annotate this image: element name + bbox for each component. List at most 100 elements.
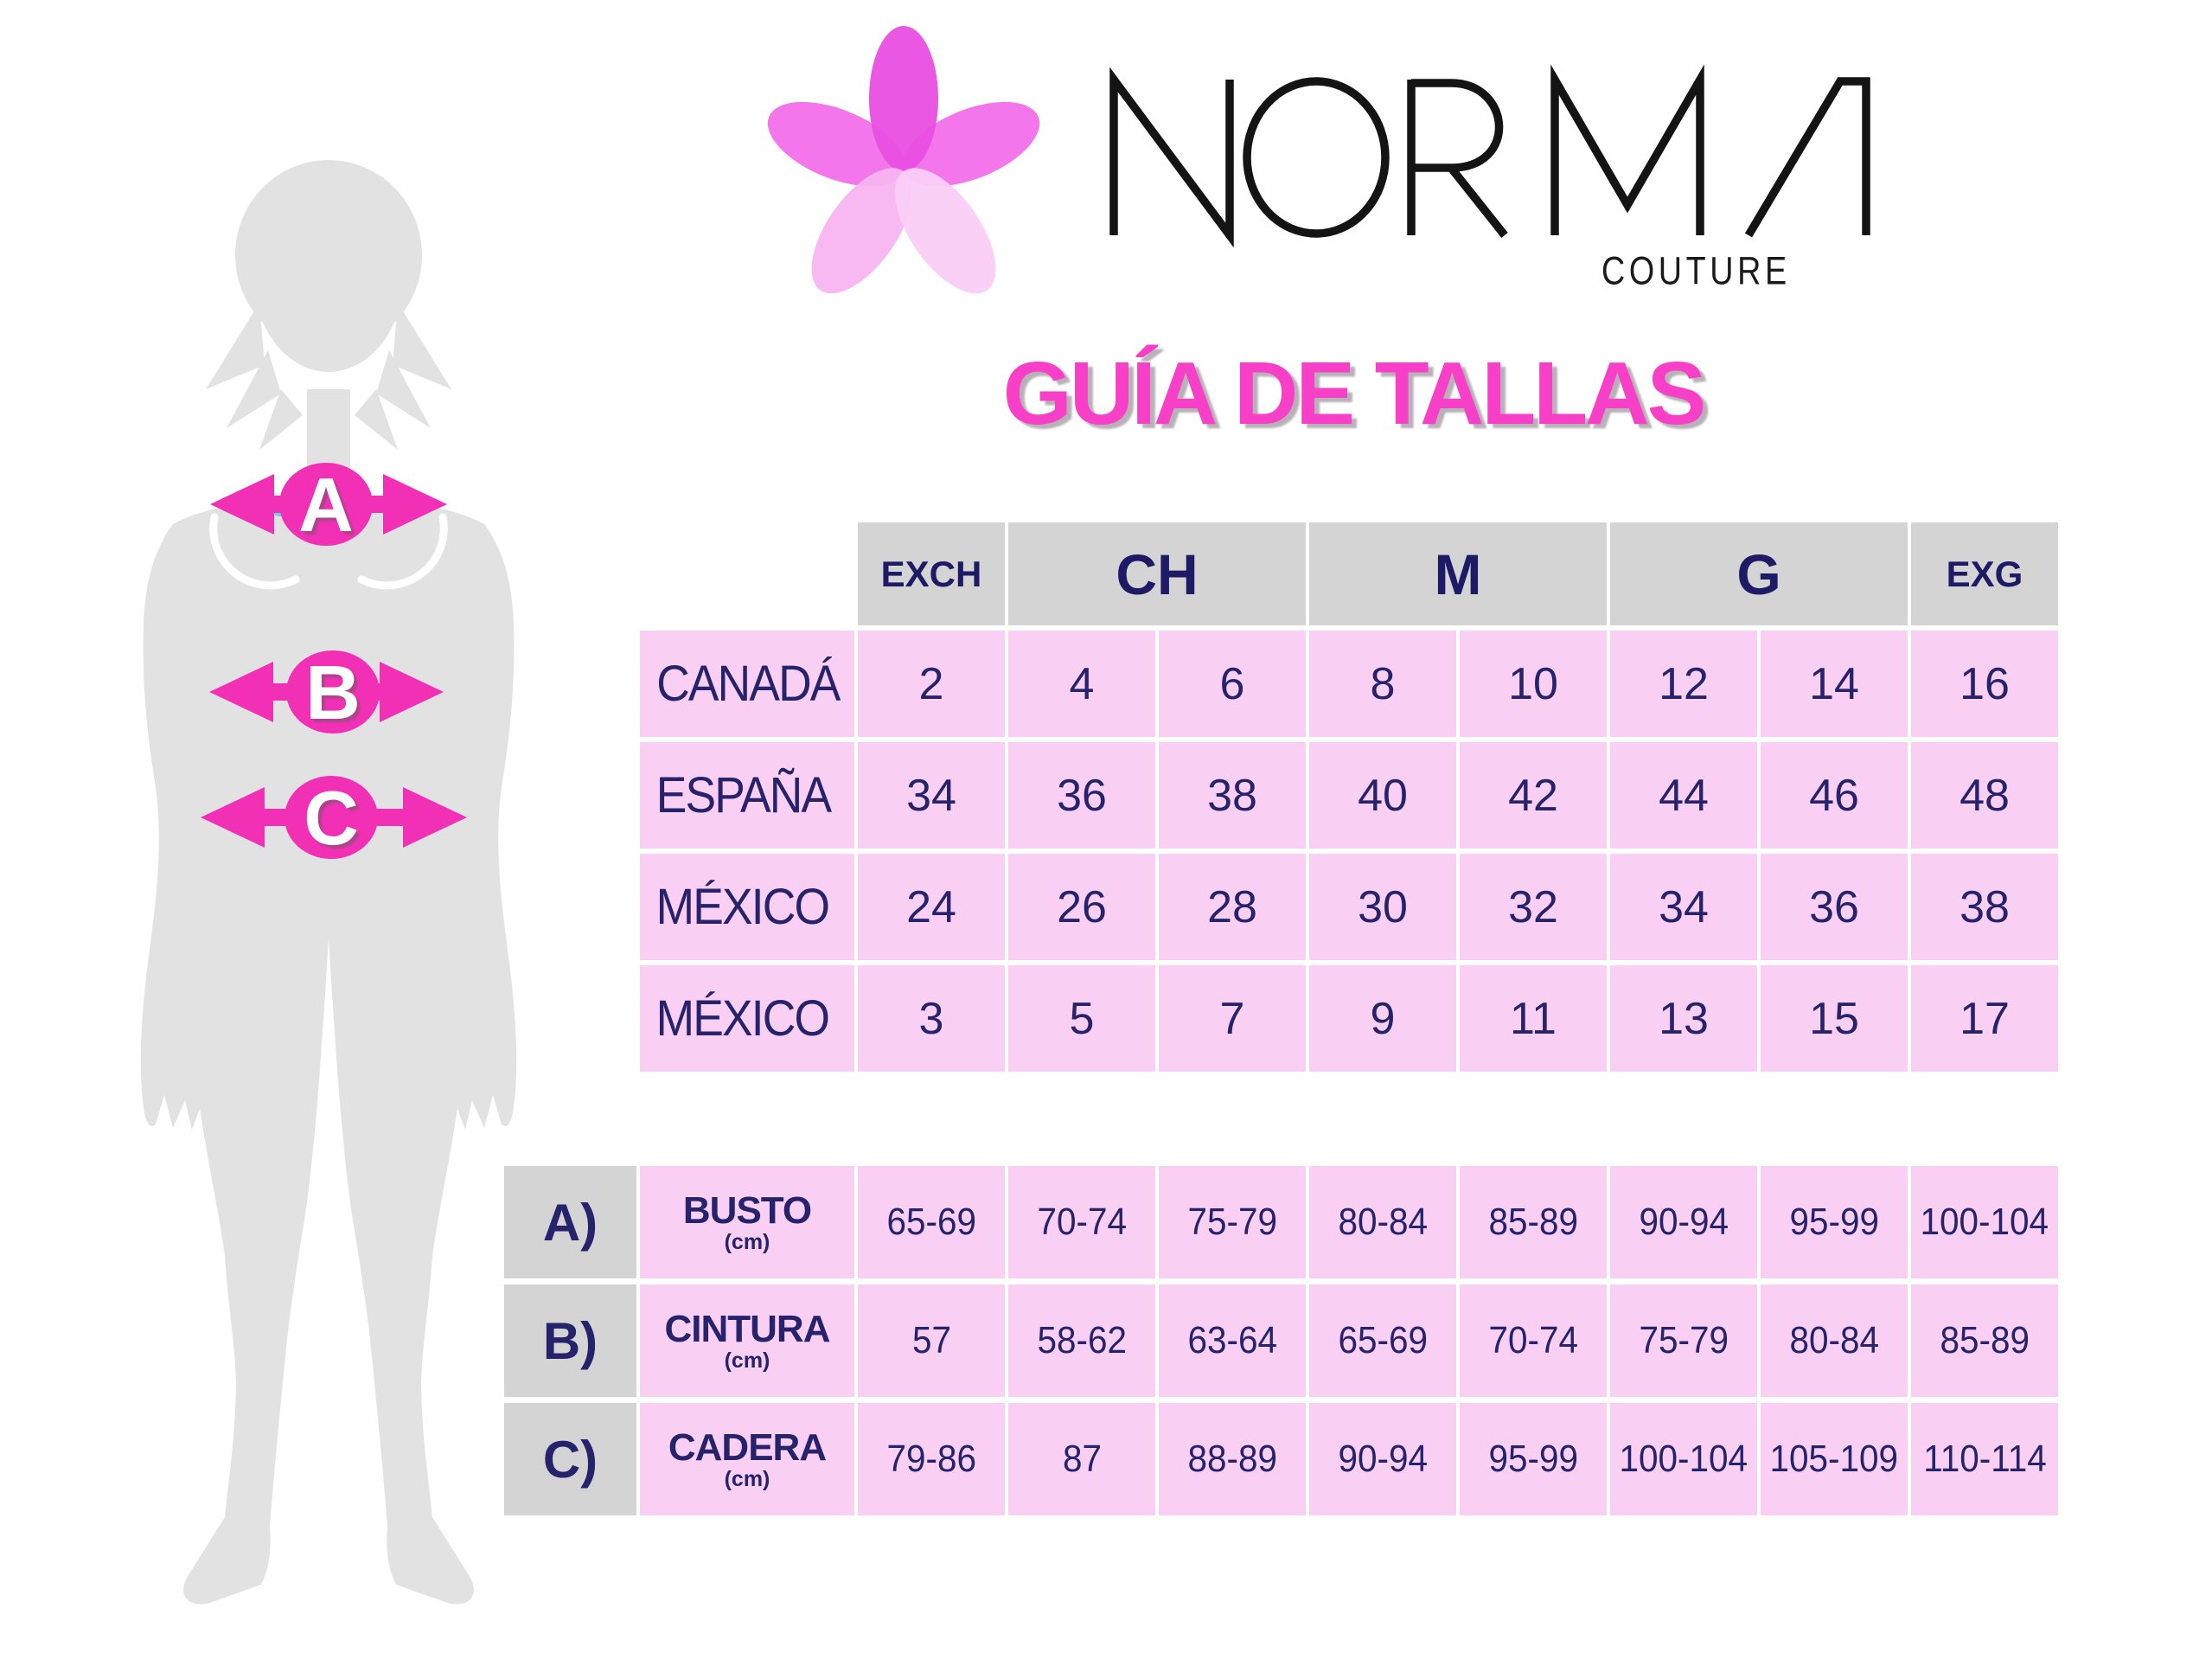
size-cell: 26 [1008,854,1155,960]
bust-contour-lines [209,513,448,590]
measure-value: 58-62 [1037,1319,1127,1361]
size-cell: 38 [1911,854,2058,960]
measure-cell: 90-94 [1610,1166,1757,1278]
size-cell: 12 [1610,631,1757,737]
measure-cell: 95-99 [1761,1166,1908,1278]
measure-value: 63-64 [1187,1319,1277,1361]
measure-cell: 95-99 [1460,1403,1607,1515]
measure-name: CINTURA [664,1307,831,1350]
measure-cell: 75-79 [1159,1166,1306,1278]
measure-value: 88-89 [1187,1438,1277,1480]
measure-cell: 58-62 [1008,1284,1155,1397]
measure-letter-cell: B) [504,1284,636,1397]
measure-badge-b [286,650,380,733]
measure-cell: 65-69 [858,1166,1005,1278]
row-label-text: MÉXICO [655,879,830,935]
size-cell: 16 [1911,631,2058,737]
measure-value: 110-114 [1922,1438,2047,1480]
size-cell: 44 [1610,742,1757,849]
row-label-text: MÉXICO [655,990,830,1047]
measure-name: CADERA [668,1425,827,1469]
norma-logo: NORMA [1109,64,1870,248]
size-cell: 11 [1460,965,1607,1072]
size-col-header-g: G [1610,522,1908,625]
measure-value: 87 [1062,1438,1102,1480]
measure-letter-cell: A) [504,1166,636,1278]
measure-unit: (cm) [724,1229,770,1254]
size-cell: 40 [1309,742,1456,849]
size-cell: 28 [1159,854,1306,960]
size-cell: 32 [1460,854,1607,960]
size-cell: 10 [1460,631,1607,737]
size-row-label: MÉXICO [640,854,854,960]
size-cell: 36 [1761,854,1908,960]
size-cell: 34 [1610,854,1757,960]
size-cell: 8 [1309,631,1456,737]
measure-badge-a [279,463,373,546]
measure-cell: 100-104 [1610,1403,1757,1515]
measure-cell: 90-94 [1309,1403,1456,1515]
size-cell: 6 [1159,631,1306,737]
measurements-table: A) BUSTO (cm) 65-69 70-74 75-79 80-84 85… [504,1166,2058,1515]
size-row-label: MÉXICO [640,965,854,1072]
measure-value: 80-84 [1338,1201,1428,1243]
size-cell: 46 [1761,742,1908,849]
measure-unit: (cm) [724,1466,770,1491]
measure-value: 57 [911,1319,951,1361]
size-cell: 15 [1761,965,1908,1072]
measure-name-cell: CADERA (cm) [640,1403,854,1515]
measure-cell: 100-104 [1911,1166,2058,1278]
silhouette-shape [140,160,517,1605]
size-col-header-exch: EXCH [858,522,1005,625]
size-col-header-ch: CH [1008,522,1306,625]
measure-value: 75-79 [1187,1201,1277,1243]
measure-value: 85-89 [1940,1319,2030,1361]
measure-letter-c: C [304,775,359,861]
measure-letter-b: B [305,650,361,735]
size-cell: 38 [1159,742,1306,849]
brand-subtitle: COUTURE [1601,249,1791,293]
size-cell: 34 [858,742,1005,849]
measure-value: 90-94 [1639,1201,1729,1243]
size-cell: 17 [1911,965,2058,1072]
size-table-corner [640,522,854,625]
size-cell: 30 [1309,854,1456,960]
measure-value: 100-104 [1920,1201,2049,1243]
measure-letter-a: A [298,462,354,548]
size-cell: 3 [858,965,1005,1072]
measure-value: 65-69 [1338,1319,1428,1361]
measure-value: 79-86 [886,1438,976,1480]
measure-cell: 75-79 [1610,1284,1757,1397]
size-row-label: CANADÁ [640,631,854,737]
size-col-header-exg: EXG [1911,522,2058,625]
measure-cell: 105-109 [1761,1403,1908,1515]
measure-cell: 110-114 [1911,1403,2058,1515]
measure-value: 80-84 [1789,1319,1879,1361]
measure-cell: 85-89 [1460,1166,1607,1278]
measure-value: 105-109 [1769,1438,1899,1480]
measure-value: 95-99 [1488,1438,1578,1480]
page-title: GUÍA DE TALLAS [1002,343,1707,443]
size-table: EXCH CH M G EXG CANADÁ 2 4 6 8 10 12 14 … [640,522,2058,1072]
measure-value: 100-104 [1619,1438,1749,1480]
measure-badge-c [284,776,378,859]
measure-value: 70-74 [1488,1319,1578,1361]
row-label-text: ESPAÑA [655,767,832,823]
measure-cell: 70-74 [1460,1284,1607,1397]
size-cell: 24 [858,854,1005,960]
size-cell: 13 [1610,965,1757,1072]
size-cell: 48 [1911,742,2058,849]
measure-value: 65-69 [886,1201,976,1243]
measure-value: 75-79 [1639,1319,1729,1361]
size-row-label: ESPAÑA [640,742,854,849]
size-cell: 42 [1460,742,1607,849]
measure-cell: 88-89 [1159,1403,1306,1515]
size-cell: 7 [1159,965,1306,1072]
measure-cell: 87 [1008,1403,1155,1515]
measure-cell: 63-64 [1159,1284,1306,1397]
body-silhouette: A B C [140,160,517,1605]
row-label-text: CANADÁ [656,656,841,712]
size-cell: 14 [1761,631,1908,737]
measure-value: 85-89 [1488,1201,1578,1243]
